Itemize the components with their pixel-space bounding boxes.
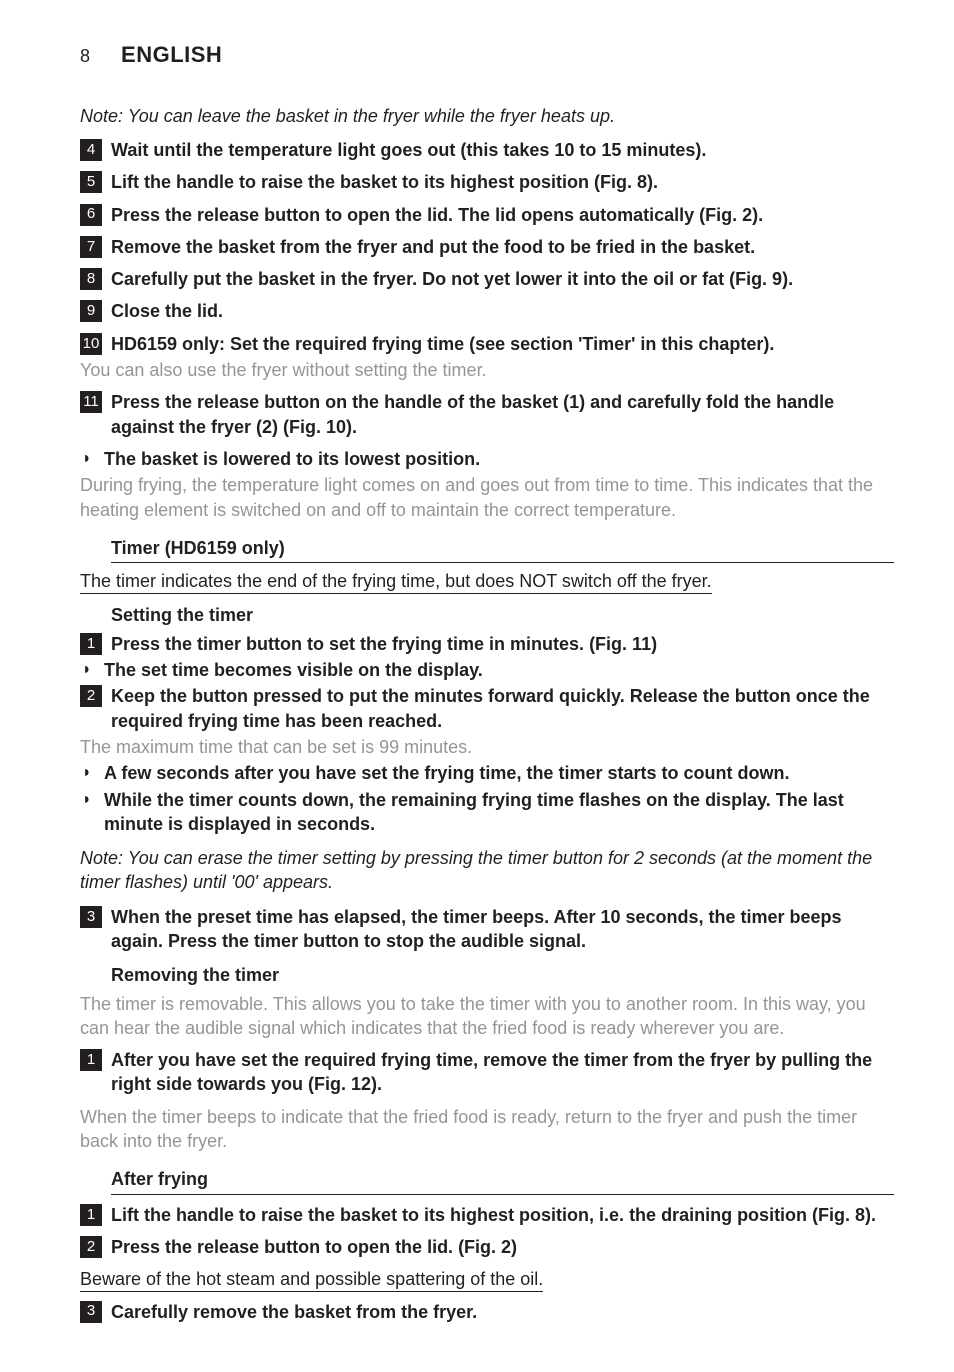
timer-note: Note: You can erase the timer setting by…: [80, 846, 894, 895]
step-text: When the preset time has elapsed, the ti…: [111, 905, 894, 954]
step-text: Press the timer button to set the frying…: [111, 632, 894, 656]
step-text: Carefully remove the basket from the fry…: [111, 1300, 894, 1324]
timer-intro-text: The timer indicates the end of the fryin…: [80, 571, 712, 594]
step-text: After you have set the required frying t…: [111, 1048, 894, 1097]
step-number-icon: 11: [80, 391, 102, 413]
step-9: 9 Close the lid.: [80, 299, 894, 323]
timer-step-1: 1 Press the timer button to set the fryi…: [80, 632, 894, 656]
step-number-icon: 9: [80, 300, 102, 322]
step-text: HD6159 only: Set the required frying tim…: [111, 332, 894, 356]
step-number-icon: 5: [80, 171, 102, 193]
step-11-bullet: ◗ The basket is lowered to its lowest po…: [80, 447, 894, 471]
step-10: 10 HD6159 only: Set the required frying …: [80, 332, 894, 356]
step-number-icon: 7: [80, 236, 102, 258]
step-text: Carefully put the basket in the fryer. D…: [111, 267, 894, 291]
bullet-text: While the timer counts down, the remaini…: [104, 788, 894, 837]
step-text: Press the release button on the handle o…: [111, 390, 894, 439]
step-6: 6 Press the release button to open the l…: [80, 203, 894, 227]
timer-step-3: 3 When the preset time has elapsed, the …: [80, 905, 894, 954]
step-text: Lift the handle to raise the basket to i…: [111, 170, 894, 194]
step-text: Remove the basket from the fryer and put…: [111, 235, 894, 259]
removing-after: When the timer beeps to indicate that th…: [80, 1105, 894, 1154]
page-container: 8 ENGLISH Note: You can leave the basket…: [0, 0, 954, 1372]
step-4: 4 Wait until the temperature light goes …: [80, 138, 894, 162]
timer-step-2-sub: The maximum time that can be set is 99 m…: [80, 735, 894, 759]
step-text: Close the lid.: [111, 299, 894, 323]
bullet-text: A few seconds after you have set the fry…: [104, 761, 789, 785]
step-number-icon: 4: [80, 139, 102, 161]
step-11: 11 Press the release button on the handl…: [80, 390, 894, 439]
page-header: 8 ENGLISH: [80, 40, 894, 70]
timer-intro: The timer indicates the end of the fryin…: [80, 569, 894, 593]
timer-step-2-bullet-2: ◗ While the timer counts down, the remai…: [80, 788, 894, 837]
step-number-icon: 1: [80, 1049, 102, 1071]
step-5: 5 Lift the handle to raise the basket to…: [80, 170, 894, 194]
step-number-icon: 1: [80, 633, 102, 655]
step-11-after: During frying, the temperature light com…: [80, 473, 894, 522]
step-10-subtext: You can also use the fryer without setti…: [80, 358, 894, 382]
step-number-icon: 3: [80, 906, 102, 928]
step-text: Keep the button pressed to put the minut…: [111, 684, 894, 733]
removing-timer-heading: Removing the timer: [111, 963, 894, 989]
step-text: Wait until the temperature light goes ou…: [111, 138, 894, 162]
setting-timer-heading: Setting the timer: [111, 603, 894, 629]
timer-step-2-bullet-1: ◗ A few seconds after you have set the f…: [80, 761, 894, 785]
bullet-icon: ◗: [80, 788, 104, 811]
removing-step-1: 1 After you have set the required frying…: [80, 1048, 894, 1097]
bullet-text: The set time becomes visible on the disp…: [104, 658, 483, 682]
step-number-icon: 8: [80, 268, 102, 290]
step-text: Lift the handle to raise the basket to i…: [111, 1203, 894, 1227]
step-number-icon: 2: [80, 685, 102, 707]
step-number-icon: 10: [80, 333, 102, 355]
after-step-2: 2 Press the release button to open the l…: [80, 1235, 894, 1259]
timer-step-1-bullet: ◗ The set time becomes visible on the di…: [80, 658, 894, 682]
step-text: Press the release button to open the lid…: [111, 203, 894, 227]
step-text: Press the release button to open the lid…: [111, 1235, 894, 1259]
after-frying-heading: After frying: [111, 1167, 894, 1194]
timer-heading: Timer (HD6159 only): [111, 536, 894, 563]
step-number-icon: 2: [80, 1236, 102, 1258]
step-number-icon: 6: [80, 204, 102, 226]
after-step-1: 1 Lift the handle to raise the basket to…: [80, 1203, 894, 1227]
timer-step-2: 2 Keep the button pressed to put the min…: [80, 684, 894, 733]
bullet-icon: ◗: [80, 761, 104, 784]
bullet-text: The basket is lowered to its lowest posi…: [104, 447, 480, 471]
bullet-icon: ◗: [80, 658, 104, 681]
step-8: 8 Carefully put the basket in the fryer.…: [80, 267, 894, 291]
after-warning-text: Beware of the hot steam and possible spa…: [80, 1269, 543, 1292]
removing-timer-intro: The timer is removable. This allows you …: [80, 992, 894, 1041]
page-number: 8: [80, 46, 90, 66]
intro-note: Note: You can leave the basket in the fr…: [80, 104, 894, 128]
language-heading: ENGLISH: [121, 42, 222, 67]
bullet-icon: ◗: [80, 447, 104, 470]
after-warning: Beware of the hot steam and possible spa…: [80, 1267, 894, 1291]
after-step-3: 3 Carefully remove the basket from the f…: [80, 1300, 894, 1324]
step-number-icon: 1: [80, 1204, 102, 1226]
step-number-icon: 3: [80, 1301, 102, 1323]
step-7: 7 Remove the basket from the fryer and p…: [80, 235, 894, 259]
